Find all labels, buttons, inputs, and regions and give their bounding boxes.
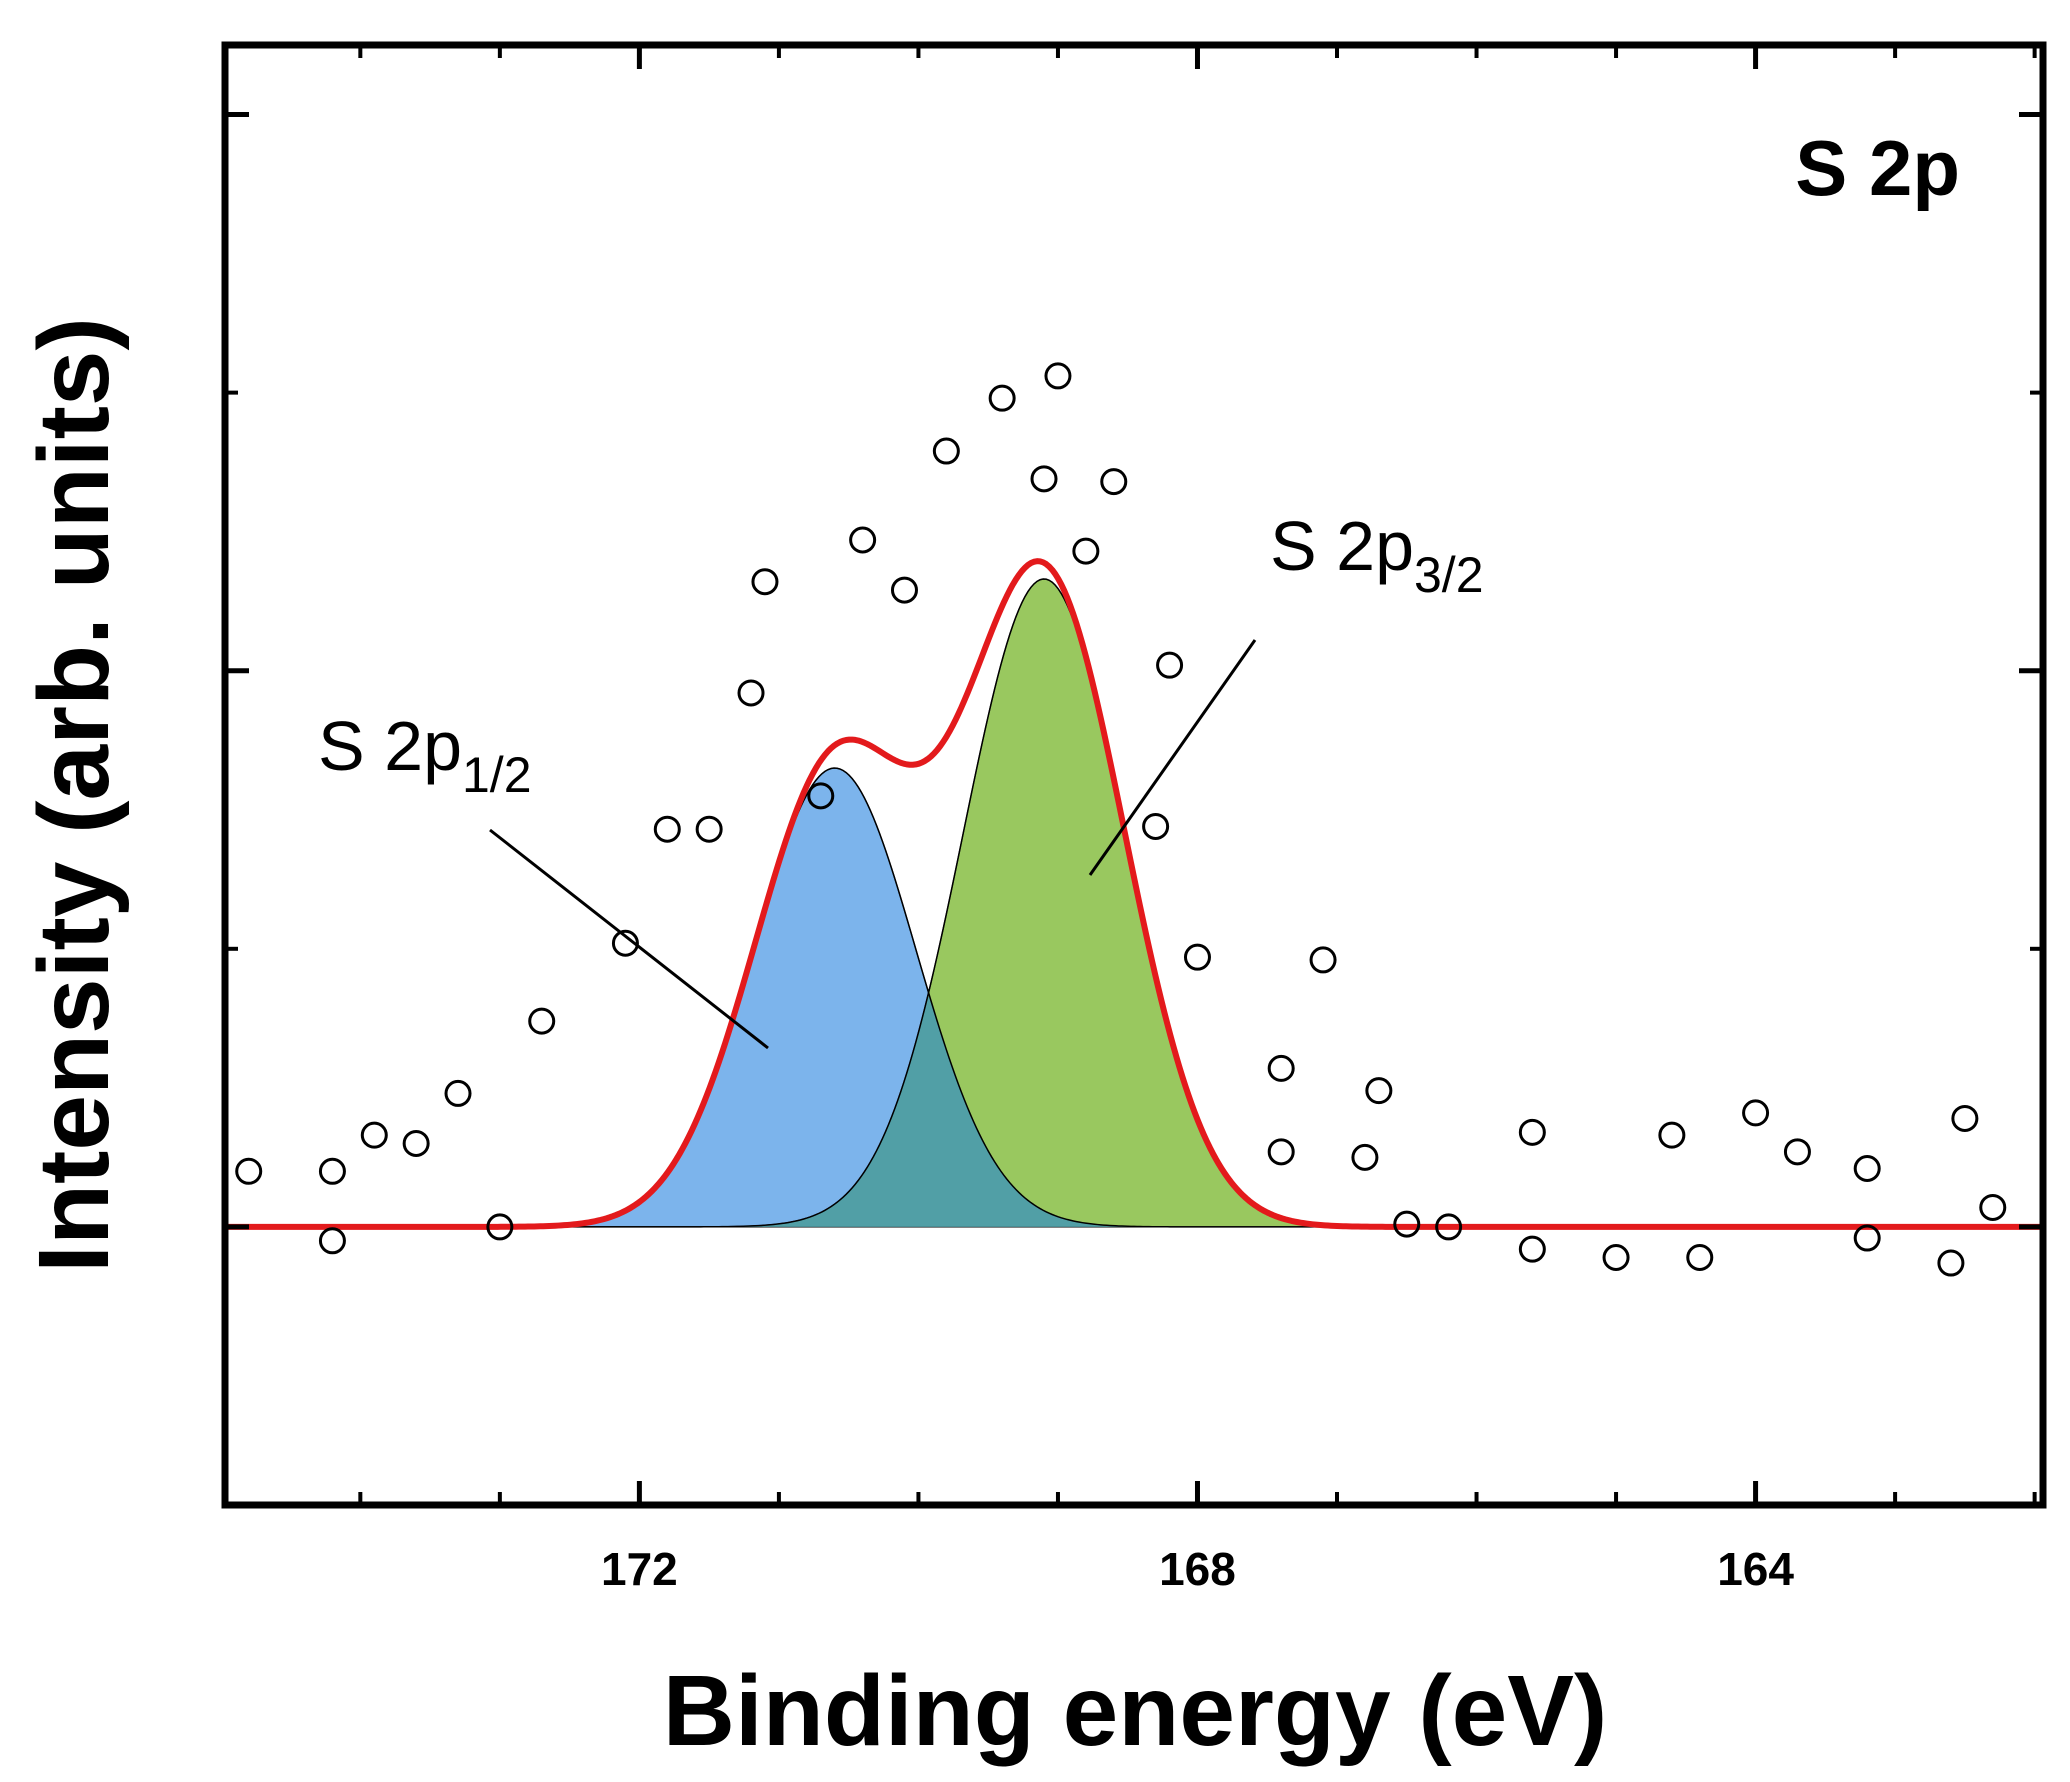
peak-label-s2p3-2-main: S 2p [1270,507,1414,585]
data-point-24 [1183,943,1211,971]
peak-label-s2p1-2-sub: 1/2 [462,747,532,803]
peak-label-s2p3-2: S 2p3/2 [1270,507,1484,603]
peak-leader-s2p3-2 [1088,639,1257,876]
y-axis-title: Intensity (arb. units) [18,317,130,1273]
data-point-10 [695,815,723,843]
x-tick-label-2: 164 [1717,1543,1794,1595]
x-tick-label-1: 168 [1159,1543,1236,1595]
data-point-16 [932,437,960,465]
data-point-34 [1602,1244,1630,1271]
data-point-26 [1267,1138,1295,1166]
data-point-29 [1365,1077,1393,1105]
data-point-33 [1518,1235,1546,1263]
data-point-21 [1100,468,1128,496]
data-point-39 [1853,1224,1881,1252]
data-point-9 [653,815,681,843]
plot-frame [221,41,2047,1509]
axes-layer: 172 168 164 [221,41,2047,1595]
data-point-30 [1393,1210,1421,1238]
data-point-15 [890,576,918,604]
peak-area-s2p3-2 [225,578,2043,1228]
data-point-35 [1658,1121,1686,1149]
data-point-17 [988,384,1016,412]
peak-label-s2p3-2-sub: 3/2 [1414,547,1484,603]
data-point-28 [1351,1143,1379,1171]
data-point-3 [360,1121,388,1149]
data-point-19 [1044,362,1072,390]
data-point-23 [1142,812,1170,840]
data-point-37 [1742,1099,1770,1127]
data-point-18 [1030,465,1058,493]
data-point-5 [444,1079,472,1107]
peak-label-s2p1-2: S 2p1/2 [318,707,532,803]
chart-title: S 2p [1795,124,1960,212]
plot-content [225,362,2043,1277]
data-point-36 [1686,1244,1714,1271]
data-point-7 [528,1007,556,1035]
plot-layer [225,362,2043,1277]
peak-label-s2p1-2-main: S 2p [318,707,462,785]
data-point-27 [1309,946,1337,974]
data-point-8 [611,929,639,957]
data-point-42 [1937,1249,1965,1277]
x-tick-label-0: 172 [601,1543,678,1595]
data-point-40 [1853,1155,1881,1182]
data-point-12 [751,568,779,596]
data-point-31 [1435,1213,1463,1241]
data-point-6 [486,1213,514,1241]
data-point-38 [1783,1138,1811,1166]
data-point-32 [1518,1118,1546,1146]
data-point-4 [402,1129,430,1157]
data-point-20 [1072,537,1100,565]
peak-leader-s2p1-2 [489,828,769,1050]
data-point-14 [849,526,877,554]
data-point-13 [807,782,835,810]
data-point-1 [318,1157,346,1185]
data-point-11 [737,679,765,707]
fit-fit-line [225,558,2043,1230]
data-point-41 [1951,1104,1979,1132]
data-point-22 [1156,651,1184,679]
x-axis-title: Binding energy (eV) [663,1655,1608,1767]
data-point-0 [235,1157,263,1185]
data-point-43 [1979,1193,2007,1221]
data-point-25 [1267,1054,1295,1082]
data-point-2 [318,1227,346,1255]
